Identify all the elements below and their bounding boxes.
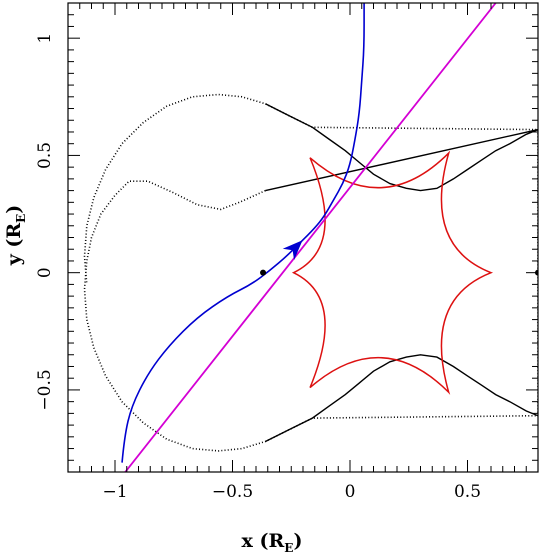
y-tick-label: 0 [35,267,55,278]
y-axis-label-close: ) [3,205,25,214]
axes: −1 −0.5 0 0.5 −0.5 0 0.5 1 [35,2,539,502]
direction-arrow [282,240,303,261]
critical-curve-upper [265,103,538,192]
caustic-curve [291,150,494,395]
critical-curve-lower [265,354,538,443]
x-tick-label: 0.5 [454,482,481,502]
y-axis-label: y (RE) [3,205,28,267]
x-axis-label-sub: E [284,541,293,555]
y-axis-label-sub: E [14,214,28,223]
plot-content [83,3,538,472]
plot-area [83,3,538,472]
lens-point-1 [260,269,267,276]
plot-frame [67,2,539,473]
y-tick-label: 0.5 [35,142,55,169]
x-axis-label: x (RE) [242,530,303,555]
image-track-curve [121,3,365,463]
x-axis-label-main: x (R [242,530,285,552]
critical-curve-outer [83,93,538,452]
x-tick-label: −0.5 [212,482,253,502]
x-tick-label: 0 [345,482,356,502]
y-axis-label-main: y (R [3,223,25,267]
y-tick-label: −0.5 [35,369,55,410]
source-trajectory-line [124,3,497,472]
x-axis-label-close: ) [293,530,302,552]
y-tick-label: 1 [35,33,55,44]
x-tick-label: −1 [102,482,127,502]
